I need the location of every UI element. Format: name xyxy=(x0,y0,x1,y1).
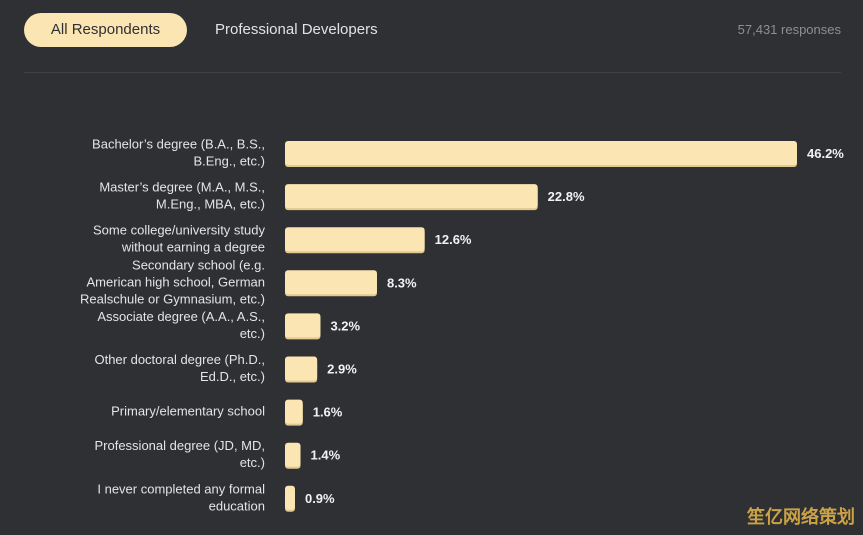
bar xyxy=(285,356,318,381)
category-label: Professional degree (JD, MD, etc.) xyxy=(94,438,265,470)
bar-row: Professional degree (JD, MD, etc.) 1.4% xyxy=(94,438,340,470)
value-label: 1.4% xyxy=(311,448,341,463)
watermark: 笙亿网络策划 xyxy=(747,507,855,527)
value-label: 8.3% xyxy=(387,275,417,290)
bar xyxy=(285,141,797,165)
category-label: Secondary school (e.g. American high scho… xyxy=(80,257,265,306)
bar xyxy=(285,399,303,424)
tab-all-respondents[interactable]: All Respondents xyxy=(24,13,187,47)
category-label: Master’s degree (M.A., M.S., M.Eng., MBA,… xyxy=(99,180,265,212)
bar xyxy=(285,313,321,338)
bar xyxy=(285,270,377,295)
category-label: I never completed any formal education xyxy=(97,481,265,513)
responses-count: 57,431 responses xyxy=(737,22,841,37)
bar xyxy=(285,485,295,510)
value-label: 2.9% xyxy=(327,362,357,377)
value-label: 0.9% xyxy=(305,491,335,506)
bar-row: Some college/university study without ear… xyxy=(93,223,472,255)
category-label: Primary/elementary school xyxy=(111,404,265,419)
value-label: 46.2% xyxy=(807,146,844,161)
bar-row: I never completed any formal education 0.9… xyxy=(97,481,335,513)
bar-row: Other doctoral degree (Ph.D., Ed.D., etc.… xyxy=(94,352,357,384)
bar xyxy=(285,184,538,209)
header-divider xyxy=(24,72,841,73)
value-label: 1.6% xyxy=(313,405,343,420)
bar-row: Bachelor’s degree (B.A., B.S., B.Eng., et… xyxy=(92,137,844,169)
bar-row: Associate degree (A.A., A.S., etc.) 3.2% xyxy=(97,309,360,341)
bar xyxy=(285,442,301,467)
category-label: Bachelor’s degree (B.A., B.S., B.Eng., et… xyxy=(92,137,265,169)
value-label: 3.2% xyxy=(330,318,360,333)
value-label: 12.6% xyxy=(435,232,472,247)
category-label: Some college/university study without ear… xyxy=(93,223,265,255)
bar-row: Master’s degree (M.A., M.S., M.Eng., MBA,… xyxy=(99,180,585,212)
bar-row: Primary/elementary school 1.6% xyxy=(111,399,343,426)
tab-professional-developers[interactable]: Professional Developers xyxy=(215,21,378,38)
category-label: Associate degree (A.A., A.S., etc.) xyxy=(97,309,265,341)
bar-row: Secondary school (e.g. American high scho… xyxy=(80,257,417,306)
value-label: 22.8% xyxy=(548,189,585,204)
bar xyxy=(285,227,425,252)
category-label: Other doctoral degree (Ph.D., Ed.D., etc.… xyxy=(94,352,265,384)
